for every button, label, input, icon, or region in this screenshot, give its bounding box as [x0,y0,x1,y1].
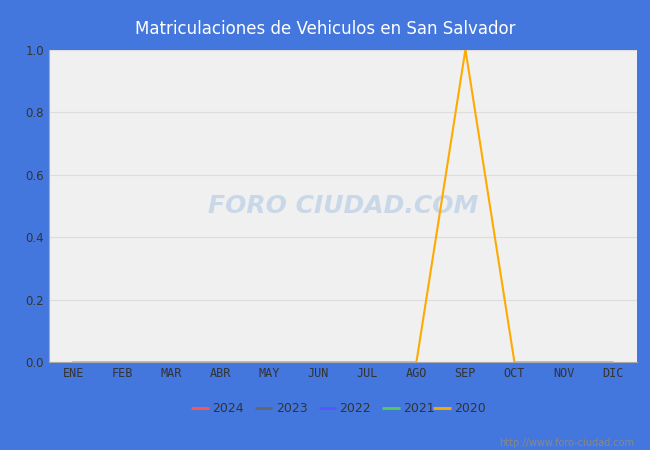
Text: 2022: 2022 [339,402,371,415]
Text: 2023: 2023 [276,402,307,415]
Text: 2024: 2024 [212,402,244,415]
Text: http://www.foro-ciudad.com: http://www.foro-ciudad.com [499,438,634,448]
Text: 2020: 2020 [454,402,486,415]
Text: FORO CIUDAD.COM: FORO CIUDAD.COM [208,194,478,218]
Text: Matriculaciones de Vehiculos en San Salvador: Matriculaciones de Vehiculos en San Salv… [135,20,515,38]
Text: 2021: 2021 [403,402,435,415]
